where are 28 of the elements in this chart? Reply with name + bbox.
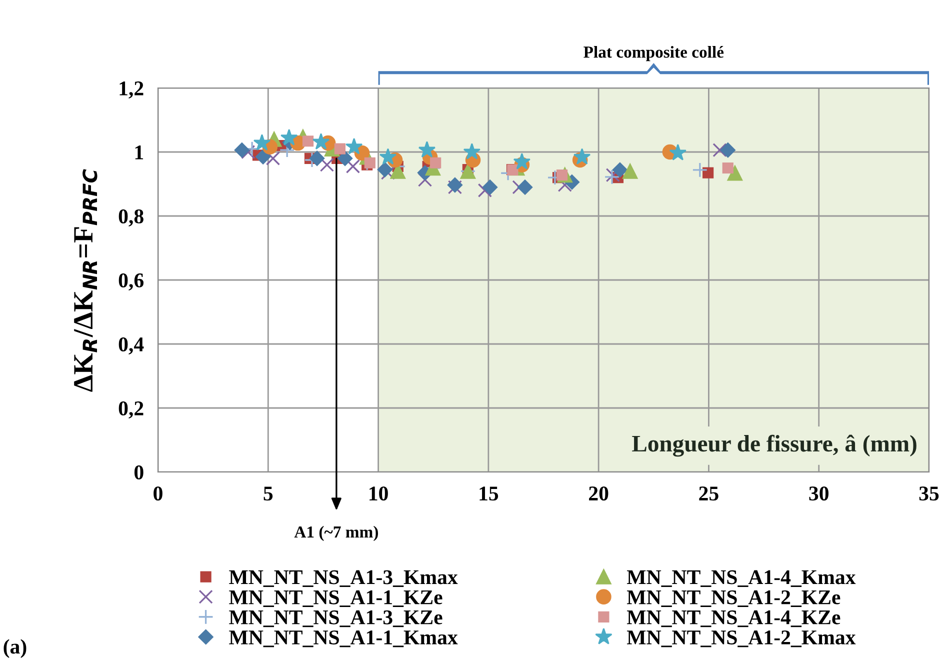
legend-label: MN_NT_NS_A1-3_Kmax <box>229 570 458 587</box>
legend-label: MN_NT_NS_A1-1_Kmax <box>229 630 458 648</box>
annotation: A1 (~7 mm) <box>294 526 378 541</box>
y-axis-title: ΔK$_{R}$/ΔK$_{NR}$=F$_{PRFC}$ <box>74 169 98 392</box>
y-tick-label: 0 <box>134 465 144 480</box>
x-tick-label: 25 <box>699 486 718 501</box>
legend-label: MN_NT_NS_A1-1_KZe <box>229 590 442 608</box>
text: (a) <box>4 639 26 658</box>
y-tick-label: 0,8 <box>118 209 144 226</box>
legend-label: MN_NT_NS_A1-4_Kmax <box>626 570 856 587</box>
x-tick-label: 5 <box>264 486 273 501</box>
x-tick-label: 20 <box>589 486 608 501</box>
x-axis-title: Longueur de fissure, â (mm) <box>632 434 916 457</box>
x-tick-label: 0 <box>154 486 162 501</box>
legend-label: MN_NT_NS_A1-2_Kmax <box>626 630 856 648</box>
y-tick-label: 1 <box>135 145 144 160</box>
y-tick-label: 0,6 <box>118 273 144 290</box>
legend-label: MN_NT_NS_A1-4_KZe <box>626 610 840 628</box>
legend-label: MN_NT_NS_A1-3_KZe <box>229 610 442 628</box>
x-tick-label: 10 <box>370 486 388 501</box>
band-label: Plat composite collé <box>584 46 724 62</box>
legend-label: MN_NT_NS_A1-2_KZe <box>626 590 840 608</box>
y-tick-label: 0,4 <box>118 337 144 354</box>
x-tick-label: 15 <box>480 486 498 501</box>
x-tick-label: 30 <box>809 486 828 501</box>
y-tick-label: 1,2 <box>120 81 144 98</box>
x-tick-label: 35 <box>919 486 939 501</box>
y-tick-label: 0,2 <box>118 401 144 418</box>
